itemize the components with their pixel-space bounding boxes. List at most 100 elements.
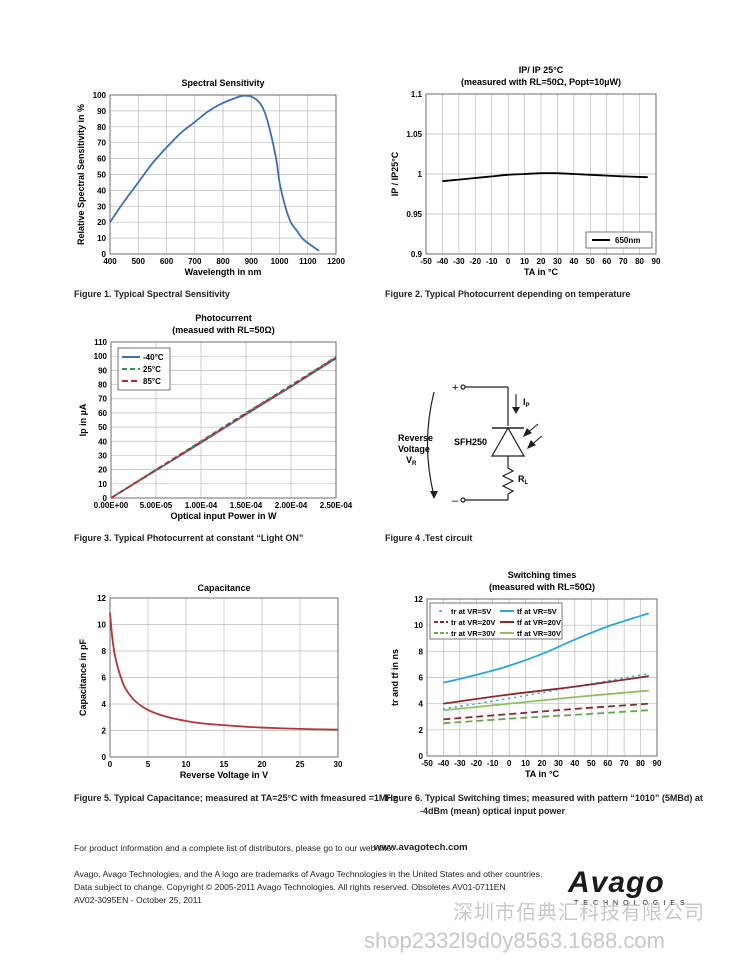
footer-copyright: Data subject to change. Copyright © 2005… bbox=[74, 882, 506, 892]
footer-trademark: Avago, Avago Technologies, and the A log… bbox=[74, 869, 543, 879]
x-tick-label: 20 bbox=[537, 257, 546, 266]
light-arrows-icon bbox=[522, 423, 543, 450]
x-tick-label: 10 bbox=[182, 760, 191, 769]
terminal-plus bbox=[460, 384, 466, 390]
x-tick-label: 400 bbox=[103, 257, 117, 266]
plot-frame bbox=[425, 93, 657, 255]
y-tick-label: 8 bbox=[102, 647, 107, 656]
chart-title: Switching times bbox=[508, 570, 577, 580]
chart-subtitle: (measured with RL=50Ω, Popt=10µW) bbox=[461, 77, 621, 87]
y-tick-label: 1.1 bbox=[411, 90, 423, 99]
series-line-tf-at-vr-20v bbox=[443, 675, 649, 705]
series-line-85-c bbox=[110, 356, 337, 499]
test-circuit-diagram: + – Reverse Voltage VR SFH250 IP RL bbox=[398, 382, 543, 507]
y-tick-label: 4 bbox=[419, 700, 424, 709]
figure-6-caption: Figure 6. Typical Switching times; measu… bbox=[385, 793, 703, 803]
avago-logo: Avago bbox=[568, 866, 665, 899]
x-tick-label: 10 bbox=[521, 759, 530, 768]
y-tick-label: 20 bbox=[98, 466, 107, 475]
x-tick-label: 500 bbox=[132, 257, 146, 266]
y-tick-label: 10 bbox=[414, 621, 423, 630]
footer-url-link[interactable]: www.avagotech.com bbox=[374, 842, 468, 853]
figure-4-caption: Figure 4 .Test circuit bbox=[385, 533, 473, 543]
x-tick-label: 2.50E-04 bbox=[320, 501, 353, 510]
x-tick-label: 40 bbox=[570, 759, 579, 768]
y-tick-label: 0 bbox=[102, 250, 107, 259]
x-tick-label: 70 bbox=[620, 759, 629, 768]
y-tick-label: 70 bbox=[98, 395, 107, 404]
x-tick-label: -10 bbox=[487, 759, 499, 768]
chart-switching-times: Switching times (measured with RL=50Ω) -50… bbox=[390, 570, 662, 779]
legend-label: 25°C bbox=[143, 365, 161, 374]
voltage-label: Voltage bbox=[398, 444, 430, 454]
y-tick-label: 2 bbox=[102, 727, 107, 736]
y-tick-label: 60 bbox=[97, 155, 106, 164]
plot-frame bbox=[109, 597, 339, 758]
vr-label: VR bbox=[406, 455, 417, 467]
x-tick-label: 1.00E-04 bbox=[185, 501, 218, 510]
y-tick-label: 1.05 bbox=[406, 130, 422, 139]
y-tick-label: 30 bbox=[97, 202, 106, 211]
x-tick-label: -20 bbox=[470, 257, 482, 266]
y-tick-label: 90 bbox=[97, 107, 106, 116]
figure-5-caption: Figure 5. Typical Capacitance; measured … bbox=[74, 793, 398, 803]
y-axis-label: Relative Spectral Sensitivity in % bbox=[76, 104, 86, 245]
y-tick-label: 50 bbox=[98, 423, 107, 432]
y-tick-label: 0.9 bbox=[411, 250, 423, 259]
y-tick-label: 50 bbox=[97, 171, 106, 180]
x-axis-label: Wavelength in nm bbox=[185, 267, 262, 277]
chart-photocurrent-temperature: IP/ IP 25°C (measured with RL=50Ω, Popt=1… bbox=[390, 65, 661, 277]
x-tick-label: 50 bbox=[587, 759, 596, 768]
y-tick-label: 40 bbox=[98, 437, 107, 446]
y-tick-label: 70 bbox=[97, 139, 106, 148]
avago-logo-subtitle: TECHNOLOGIES bbox=[574, 900, 690, 907]
chart-title: Photocurrent bbox=[195, 313, 252, 323]
legend-label: tf at VR=5V bbox=[517, 607, 557, 616]
grid bbox=[109, 597, 339, 758]
series-line-650nm bbox=[442, 172, 648, 183]
y-axis-label: Ip in µA bbox=[78, 403, 88, 436]
y-tick-label: 10 bbox=[97, 234, 106, 243]
x-tick-label: 2.00E-04 bbox=[275, 501, 308, 510]
plot-frame bbox=[109, 94, 337, 255]
legend-label: tr at VR=20V bbox=[451, 618, 495, 627]
series-line-main bbox=[109, 94, 320, 252]
x-tick-label: 700 bbox=[188, 257, 202, 266]
x-tick-label: -10 bbox=[486, 257, 498, 266]
chart-title: Capacitance bbox=[197, 583, 250, 593]
y-tick-label: 0 bbox=[419, 752, 424, 761]
series-line-tf-at-vr-30v bbox=[443, 689, 649, 712]
y-tick-label: 100 bbox=[93, 91, 107, 100]
y-tick-label: 4 bbox=[102, 700, 107, 709]
y-tick-label: 100 bbox=[94, 352, 108, 361]
series-line-main bbox=[109, 612, 339, 731]
x-tick-label: -30 bbox=[454, 759, 466, 768]
x-tick-label: 30 bbox=[334, 760, 343, 769]
figure-1-caption: Figure 1. Typical Spectral Sensitivity bbox=[74, 289, 230, 299]
x-tick-label: 1000 bbox=[271, 257, 289, 266]
voltage-arc bbox=[426, 391, 435, 497]
figure-2-caption: Figure 2. Typical Photocurrent depending… bbox=[385, 289, 631, 299]
x-axis-label: TA in °C bbox=[524, 267, 559, 277]
watermark-shop: shop2332l9d0y8563.1688.com bbox=[364, 928, 665, 953]
x-tick-label: 600 bbox=[160, 257, 174, 266]
x-tick-label: -30 bbox=[453, 257, 465, 266]
y-tick-label: 110 bbox=[94, 338, 107, 347]
legend-label: -40°C bbox=[143, 353, 164, 362]
legend: 650nm bbox=[585, 231, 653, 249]
figure-3-caption: Figure 3. Typical Photocurrent at consta… bbox=[74, 533, 304, 543]
figure-6-caption-line2: -4dBm (mean) optical input power bbox=[420, 806, 566, 816]
x-tick-label: -40 bbox=[438, 759, 450, 768]
x-tick-label: 20 bbox=[258, 760, 267, 769]
y-tick-label: 30 bbox=[98, 451, 107, 460]
watermark-company: 深圳市佰典汇科技有限公司 bbox=[453, 902, 705, 924]
x-tick-label: 40 bbox=[569, 257, 578, 266]
y-tick-label: 0.95 bbox=[406, 210, 422, 219]
legend-label: tf at VR=20V bbox=[517, 618, 561, 627]
x-tick-label: 30 bbox=[554, 759, 563, 768]
y-tick-label: 10 bbox=[97, 621, 106, 630]
x-tick-label: 30 bbox=[553, 257, 562, 266]
device-label: SFH250 bbox=[454, 437, 487, 447]
y-tick-label: 6 bbox=[102, 674, 107, 683]
minus-label: – bbox=[452, 495, 459, 507]
